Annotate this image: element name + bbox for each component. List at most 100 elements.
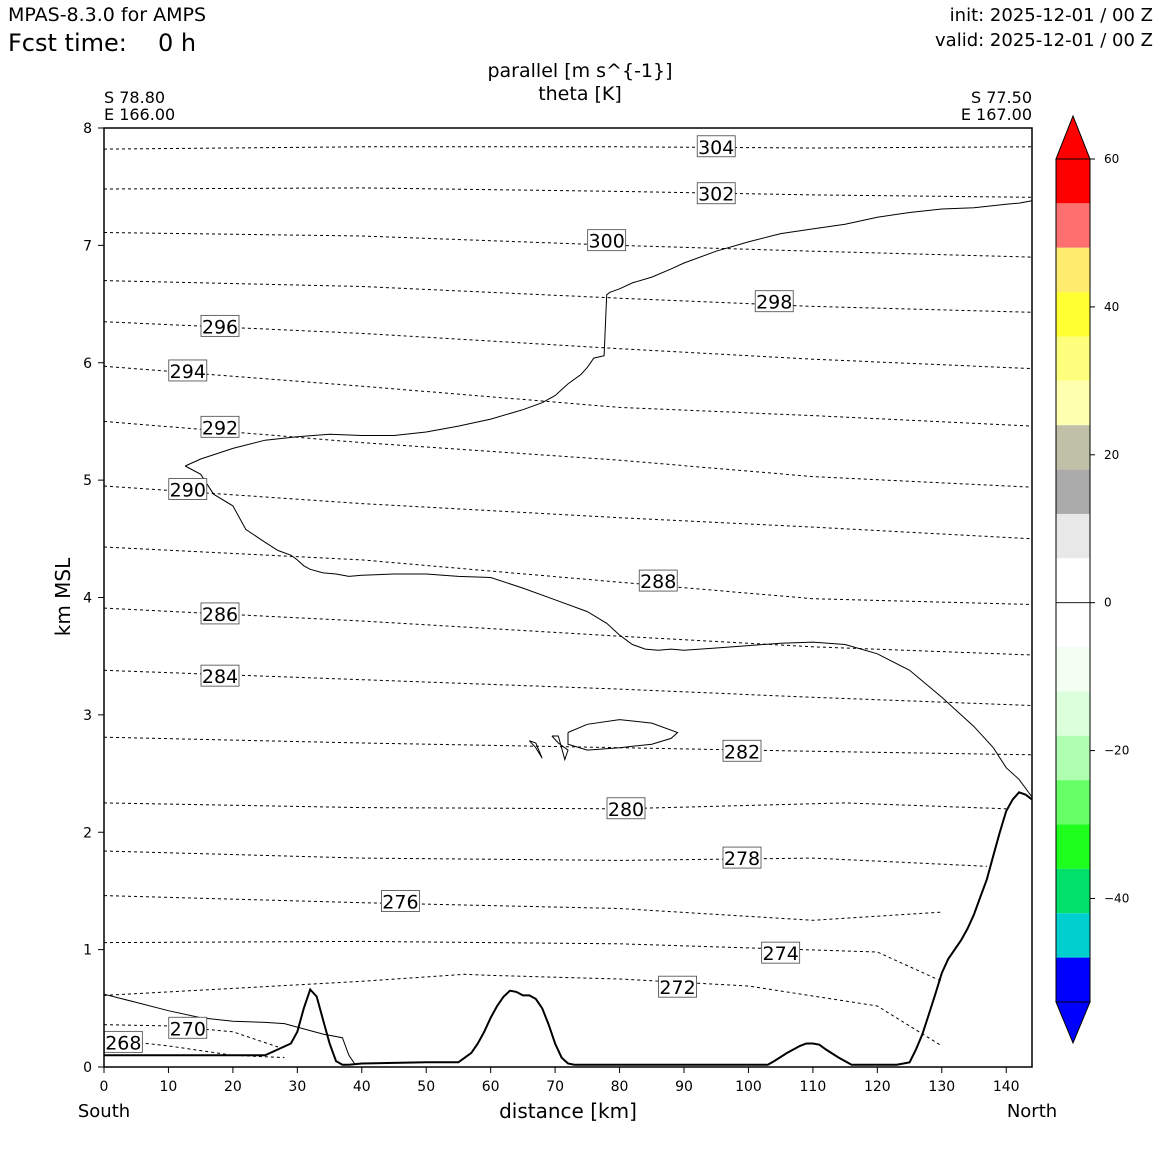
theta-label-text: 274 [763,943,799,965]
x-tick-label: 90 [675,1079,693,1095]
colorbar-swatch [1056,203,1090,248]
theta-label-text: 292 [202,417,238,439]
valid-time: valid: 2025-12-01 / 00 Z [935,30,1153,51]
colorbar-tick-label: 20 [1104,448,1119,462]
theta-label-text: 290 [170,480,206,502]
north-label: North [1006,1101,1058,1122]
theta-label-282: 282 [722,739,762,763]
theta-contour-278 [103,850,987,867]
theta-label-text: 268 [105,1032,141,1054]
chart-title: parallel [m s^{-1}] [487,60,673,82]
forecast-time-label: Fcst time: [8,29,127,57]
colorbar-swatch [1056,691,1090,736]
y-tick-label: 0 [83,1060,92,1076]
theta-label-text: 282 [724,741,760,763]
x-tick-label: 100 [735,1079,762,1095]
y-tick-label: 2 [83,825,92,841]
theta-label-302: 302 [696,182,736,206]
theta-label-text: 296 [202,316,238,338]
theta-contour-labels: 268 270 272 274 276 278 280 282 284 286 288 290 292 2… [103,135,801,1054]
colorbar-swatch [1056,735,1090,781]
terrain-line [104,791,1033,1066]
chart-subtitle: theta [K] [538,83,622,105]
theta-label-text: 286 [202,604,238,626]
x-tick-label: 10 [160,1079,178,1095]
y-tick-label: 3 [83,708,92,724]
theta-label-296: 296 [200,314,240,338]
theta-label-text: 302 [698,184,734,206]
x-tick-label: 120 [864,1079,891,1095]
x-tick-label: 40 [353,1079,371,1095]
colorbar-swatch [1056,469,1090,514]
theta-label-294: 294 [168,359,208,383]
theta-contour-292 [103,420,1033,488]
y-tick-label: 5 [83,473,92,489]
theta-contours [103,146,1033,1059]
theta-contour-272 [103,973,943,1047]
x-tick-label: 130 [928,1079,955,1095]
theta-label-text: 278 [724,848,760,870]
theta-label-290: 290 [168,478,208,502]
colorbar-tick-label: 40 [1104,300,1119,314]
theta-label-284: 284 [200,664,240,688]
colorbar-tick-label: −40 [1104,891,1129,905]
colorbar-swatch [1056,380,1090,426]
wind-contour-3 [551,735,569,762]
terrain [104,791,1033,1066]
theta-label-300: 300 [587,229,627,253]
colorbar-swatch [1056,913,1090,958]
theta-label-274: 274 [761,941,801,965]
theta-label-276: 276 [381,890,420,914]
colorbar-swatch [1056,780,1090,825]
theta-contour-284 [103,669,1033,706]
theta-label-text: 276 [382,892,418,914]
theta-label-text: 272 [659,977,695,999]
colorbar-swatch [1056,824,1090,869]
theta-contour-302 [103,187,1033,198]
y-axis-ticks: 0 1 2 3 4 5 6 7 8 [83,121,104,1076]
y-tick-label: 4 [83,591,92,607]
x-tick-label: 60 [482,1079,500,1095]
x-tick-label: 80 [611,1079,629,1095]
theta-label-text: 270 [170,1018,206,1040]
colorbar: 60 40 20 0 −20 −40 [1055,114,1129,1045]
theta-label-280: 280 [606,797,646,821]
theta-label-298: 298 [754,290,794,314]
y-tick-label: 1 [83,943,92,959]
theta-label-text: 298 [756,292,792,314]
right-endpoint-lon: E 167.00 [960,105,1032,124]
colorbar-swatch [1056,957,1090,1002]
theta-label-text: 300 [589,231,625,253]
theta-label-text: 304 [698,137,734,159]
theta-label-288: 288 [638,569,678,593]
x-tick-label: 30 [288,1079,306,1095]
y-tick-label: 8 [83,121,92,137]
colorbar-tick-label: 60 [1104,152,1119,166]
theta-contour-298 [103,280,1033,313]
colorbar-swatch [1056,247,1090,293]
theta-label-text: 280 [608,799,644,821]
theta-label-text: 284 [202,666,238,688]
wind-contour-5 [103,993,356,1065]
theta-label-268: 268 [103,1030,143,1054]
theta-label-text: 288 [640,571,676,593]
colorbar-swatch [1056,425,1090,470]
theta-label-292: 292 [200,415,240,439]
wind-contour-0 [184,200,1033,467]
x-tick-label: 50 [417,1079,435,1095]
wind-contour-4 [528,740,543,759]
left-endpoint-lon: E 166.00 [104,105,176,124]
x-tick-label: 70 [546,1079,564,1095]
theta-label-272: 272 [658,975,697,999]
x-tick-label: 140 [993,1079,1020,1095]
theta-contour-304 [103,146,1033,150]
south-label: South [77,1101,131,1122]
colorbar-tick-label: 0 [1104,596,1112,610]
colorbar-swatch [1056,558,1090,603]
x-tick-label: 110 [800,1079,827,1095]
left-endpoint-lat: S 78.80 [104,88,166,107]
theta-contour-288 [103,546,1033,605]
theta-label-270: 270 [168,1016,208,1040]
theta-label-text: 294 [170,361,206,383]
